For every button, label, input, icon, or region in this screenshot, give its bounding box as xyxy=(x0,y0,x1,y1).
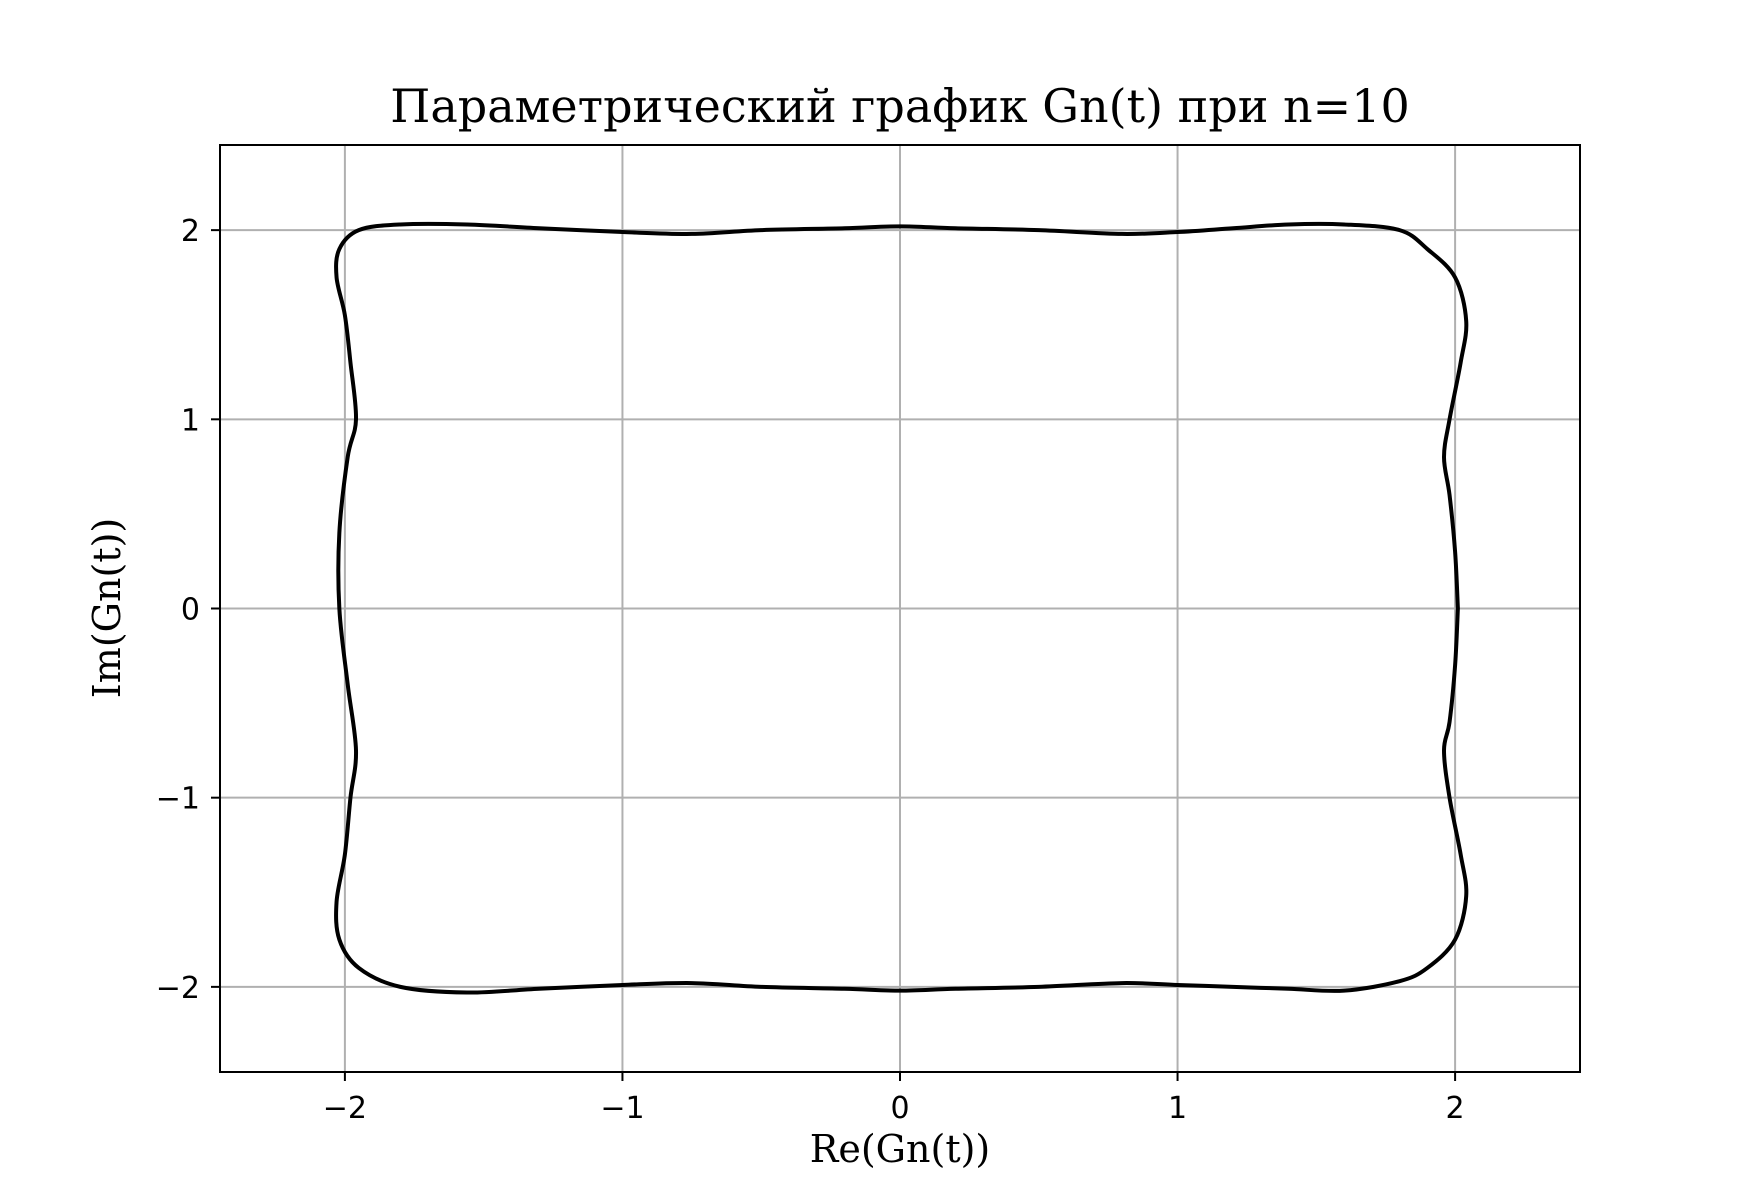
x-tick-label: 0 xyxy=(890,1091,909,1126)
x-tick-label: −2 xyxy=(323,1091,367,1126)
x-tick-label: −1 xyxy=(600,1091,644,1126)
y-tick-label: 2 xyxy=(181,214,200,249)
y-axis: −2 −1 0 1 2 xyxy=(156,214,220,1006)
series-line-0 xyxy=(334,221,1469,995)
y-axis-label: Im(Gn(t)) xyxy=(85,518,129,698)
y-tick-label: −1 xyxy=(156,782,200,817)
plot-area xyxy=(334,221,1469,995)
x-tick-label: 1 xyxy=(1168,1091,1187,1126)
grid-lines xyxy=(220,145,1580,1072)
y-tick-label: 0 xyxy=(181,593,200,628)
x-axis-label: Re(Gn(t)) xyxy=(810,1127,991,1171)
y-tick-label: −2 xyxy=(156,971,200,1006)
y-tick-label: 1 xyxy=(181,403,200,438)
chart-title: Параметрический график Gn(t) при n=10 xyxy=(390,79,1410,133)
x-axis: −2 −1 0 1 2 xyxy=(323,1072,1465,1126)
x-tick-label: 2 xyxy=(1446,1091,1465,1126)
